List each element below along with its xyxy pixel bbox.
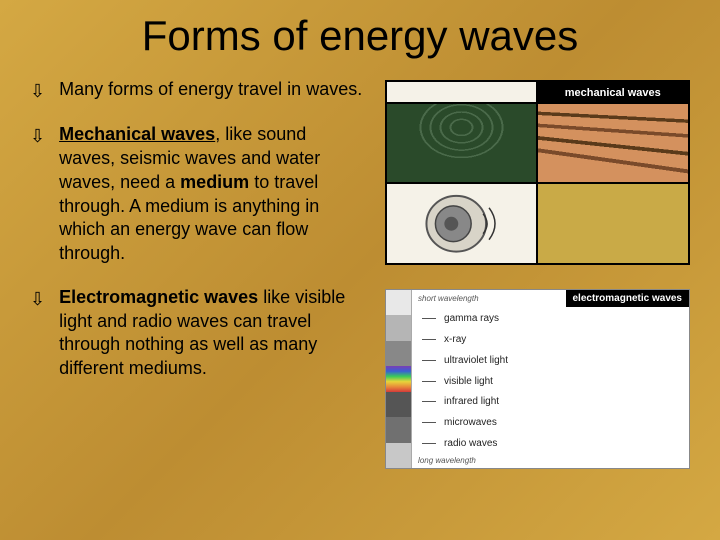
spectrum-segment (386, 290, 411, 315)
em-row-label: gamma rays (444, 313, 499, 324)
mechanical-term: Mechanical waves (59, 124, 215, 144)
seismic-waves-quadrant (538, 104, 688, 184)
bullet-1-text: Many forms of energy travel in waves. (59, 78, 362, 102)
bullet-3: ⇩ Electromagnetic waves like visible lig… (30, 286, 367, 381)
content-row: ⇩ Many forms of energy travel in waves. … (30, 78, 690, 520)
long-wavelength-label: long wavelength (418, 456, 476, 465)
dash-icon (422, 422, 436, 423)
mech-header-spacer (387, 82, 537, 104)
down-arrow-icon: ⇩ (30, 79, 45, 103)
em-term: Electromagnetic waves (59, 287, 258, 307)
spectrum-segment (386, 315, 411, 340)
em-rows: gamma rays x-ray ultraviolet light visible … (412, 290, 689, 468)
em-waves-label: electromagnetic waves (566, 290, 690, 307)
down-arrow-icon: ⇩ (30, 287, 45, 311)
spectrum-segment (386, 417, 411, 442)
slide-title: Forms of energy waves (30, 12, 690, 60)
bullet-2-text: Mechanical waves, like sound waves, seis… (59, 123, 367, 266)
em-row: ultraviolet light (412, 350, 689, 371)
image-column: mechanical waves electromagnetic waves (385, 78, 690, 520)
em-row: infrared light (412, 391, 689, 412)
sound-speaker-quadrant (387, 184, 537, 264)
em-row-label: radio waves (444, 438, 497, 449)
short-wavelength-label: short wavelength (418, 294, 478, 303)
mechanical-waves-figure: mechanical waves (385, 80, 690, 265)
text-column: ⇩ Many forms of energy travel in waves. … (30, 78, 367, 520)
em-row: x-ray (412, 329, 689, 350)
em-row-label: infrared light (444, 396, 499, 407)
bullet-3-text: Electromagnetic waves like visible light… (59, 286, 367, 381)
spectrum-segment (386, 392, 411, 417)
dash-icon (422, 443, 436, 444)
slide: Forms of energy waves ⇩ Many forms of en… (0, 0, 720, 540)
em-row-label: ultraviolet light (444, 355, 508, 366)
em-row: radio waves (412, 433, 689, 454)
bullet-1: ⇩ Many forms of energy travel in waves. (30, 78, 367, 103)
em-row-label: x-ray (444, 334, 466, 345)
bullet-2: ⇩ Mechanical waves, like sound waves, se… (30, 123, 367, 266)
dash-icon (422, 381, 436, 382)
em-row: microwaves (412, 412, 689, 433)
dash-icon (422, 339, 436, 340)
em-row-label: visible light (444, 376, 493, 387)
spectrum-segment (386, 341, 411, 366)
spectrum-segment (386, 443, 411, 468)
em-row-label: microwaves (444, 417, 497, 428)
medium-term: medium (180, 172, 249, 192)
spectrum-segment (386, 366, 411, 391)
dash-icon (422, 360, 436, 361)
dash-icon (422, 401, 436, 402)
mechanical-waves-label: mechanical waves (538, 82, 688, 104)
down-arrow-icon: ⇩ (30, 124, 45, 148)
speaker-icon (387, 184, 535, 264)
spectrum-bar (386, 290, 412, 468)
dash-icon (422, 318, 436, 319)
wave-arcs-quadrant (538, 184, 688, 264)
em-row: gamma rays (412, 308, 689, 329)
electromagnetic-waves-figure: electromagnetic waves short wavelength l… (385, 289, 690, 469)
em-row: visible light (412, 371, 689, 392)
water-waves-quadrant (387, 104, 537, 184)
